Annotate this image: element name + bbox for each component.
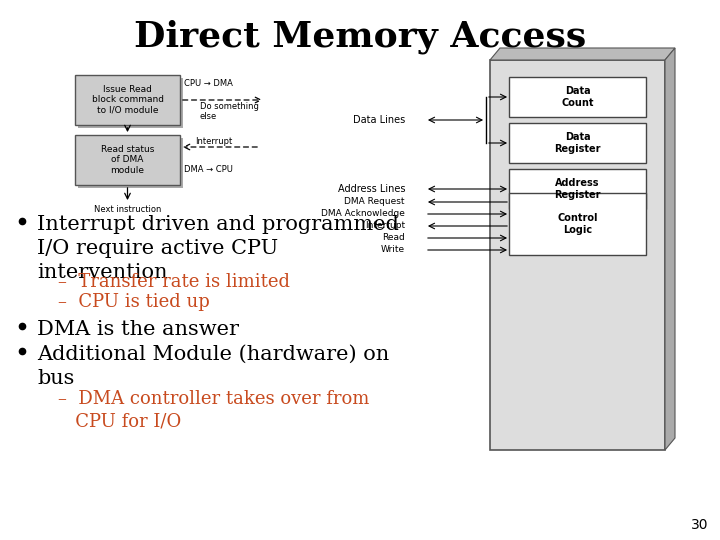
Text: Issue Read
block command
to I/O module: Issue Read block command to I/O module	[91, 85, 163, 115]
FancyBboxPatch shape	[490, 60, 665, 450]
Text: Read: Read	[382, 233, 405, 242]
Text: Next instruction: Next instruction	[94, 205, 161, 214]
Text: Direct Memory Access: Direct Memory Access	[134, 20, 586, 55]
Text: Additional Module (hardware) on
bus: Additional Module (hardware) on bus	[37, 345, 390, 388]
Text: Read status
of DMA
module: Read status of DMA module	[101, 145, 154, 175]
Text: 30: 30	[690, 518, 708, 532]
Text: Interrupt: Interrupt	[365, 221, 405, 231]
Text: Interrupt: Interrupt	[195, 137, 233, 146]
Text: Write: Write	[381, 246, 405, 254]
Polygon shape	[490, 48, 675, 60]
Text: CPU → DMA: CPU → DMA	[184, 78, 233, 87]
FancyBboxPatch shape	[78, 78, 183, 128]
Text: DMA is the answer: DMA is the answer	[37, 320, 239, 339]
FancyBboxPatch shape	[509, 77, 646, 117]
Text: Data Lines: Data Lines	[353, 115, 405, 125]
Text: –  CPU is tied up: – CPU is tied up	[58, 293, 210, 311]
FancyBboxPatch shape	[509, 193, 646, 255]
Text: Interrupt driven and programmed
I/O require active CPU
intervention: Interrupt driven and programmed I/O requ…	[37, 215, 399, 282]
FancyBboxPatch shape	[78, 138, 183, 188]
Text: DMA Request: DMA Request	[344, 198, 405, 206]
Text: Control
Logic: Control Logic	[557, 213, 598, 235]
Text: DMA Acknowledge: DMA Acknowledge	[321, 210, 405, 219]
Text: –  DMA controller takes over from
   CPU for I/O: – DMA controller takes over from CPU for…	[58, 390, 369, 431]
FancyBboxPatch shape	[75, 135, 180, 185]
Text: Data
Count: Data Count	[562, 86, 594, 108]
FancyBboxPatch shape	[75, 75, 180, 125]
Text: Address Lines: Address Lines	[338, 184, 405, 194]
Text: –  Transfer rate is limited: – Transfer rate is limited	[58, 273, 290, 291]
Text: Do something
else: Do something else	[200, 102, 259, 122]
Text: DMA → CPU: DMA → CPU	[184, 165, 233, 174]
Polygon shape	[665, 48, 675, 450]
Text: Address
Register: Address Register	[554, 178, 600, 200]
FancyBboxPatch shape	[509, 123, 646, 163]
Text: Data
Register: Data Register	[554, 132, 600, 154]
FancyBboxPatch shape	[509, 169, 646, 209]
